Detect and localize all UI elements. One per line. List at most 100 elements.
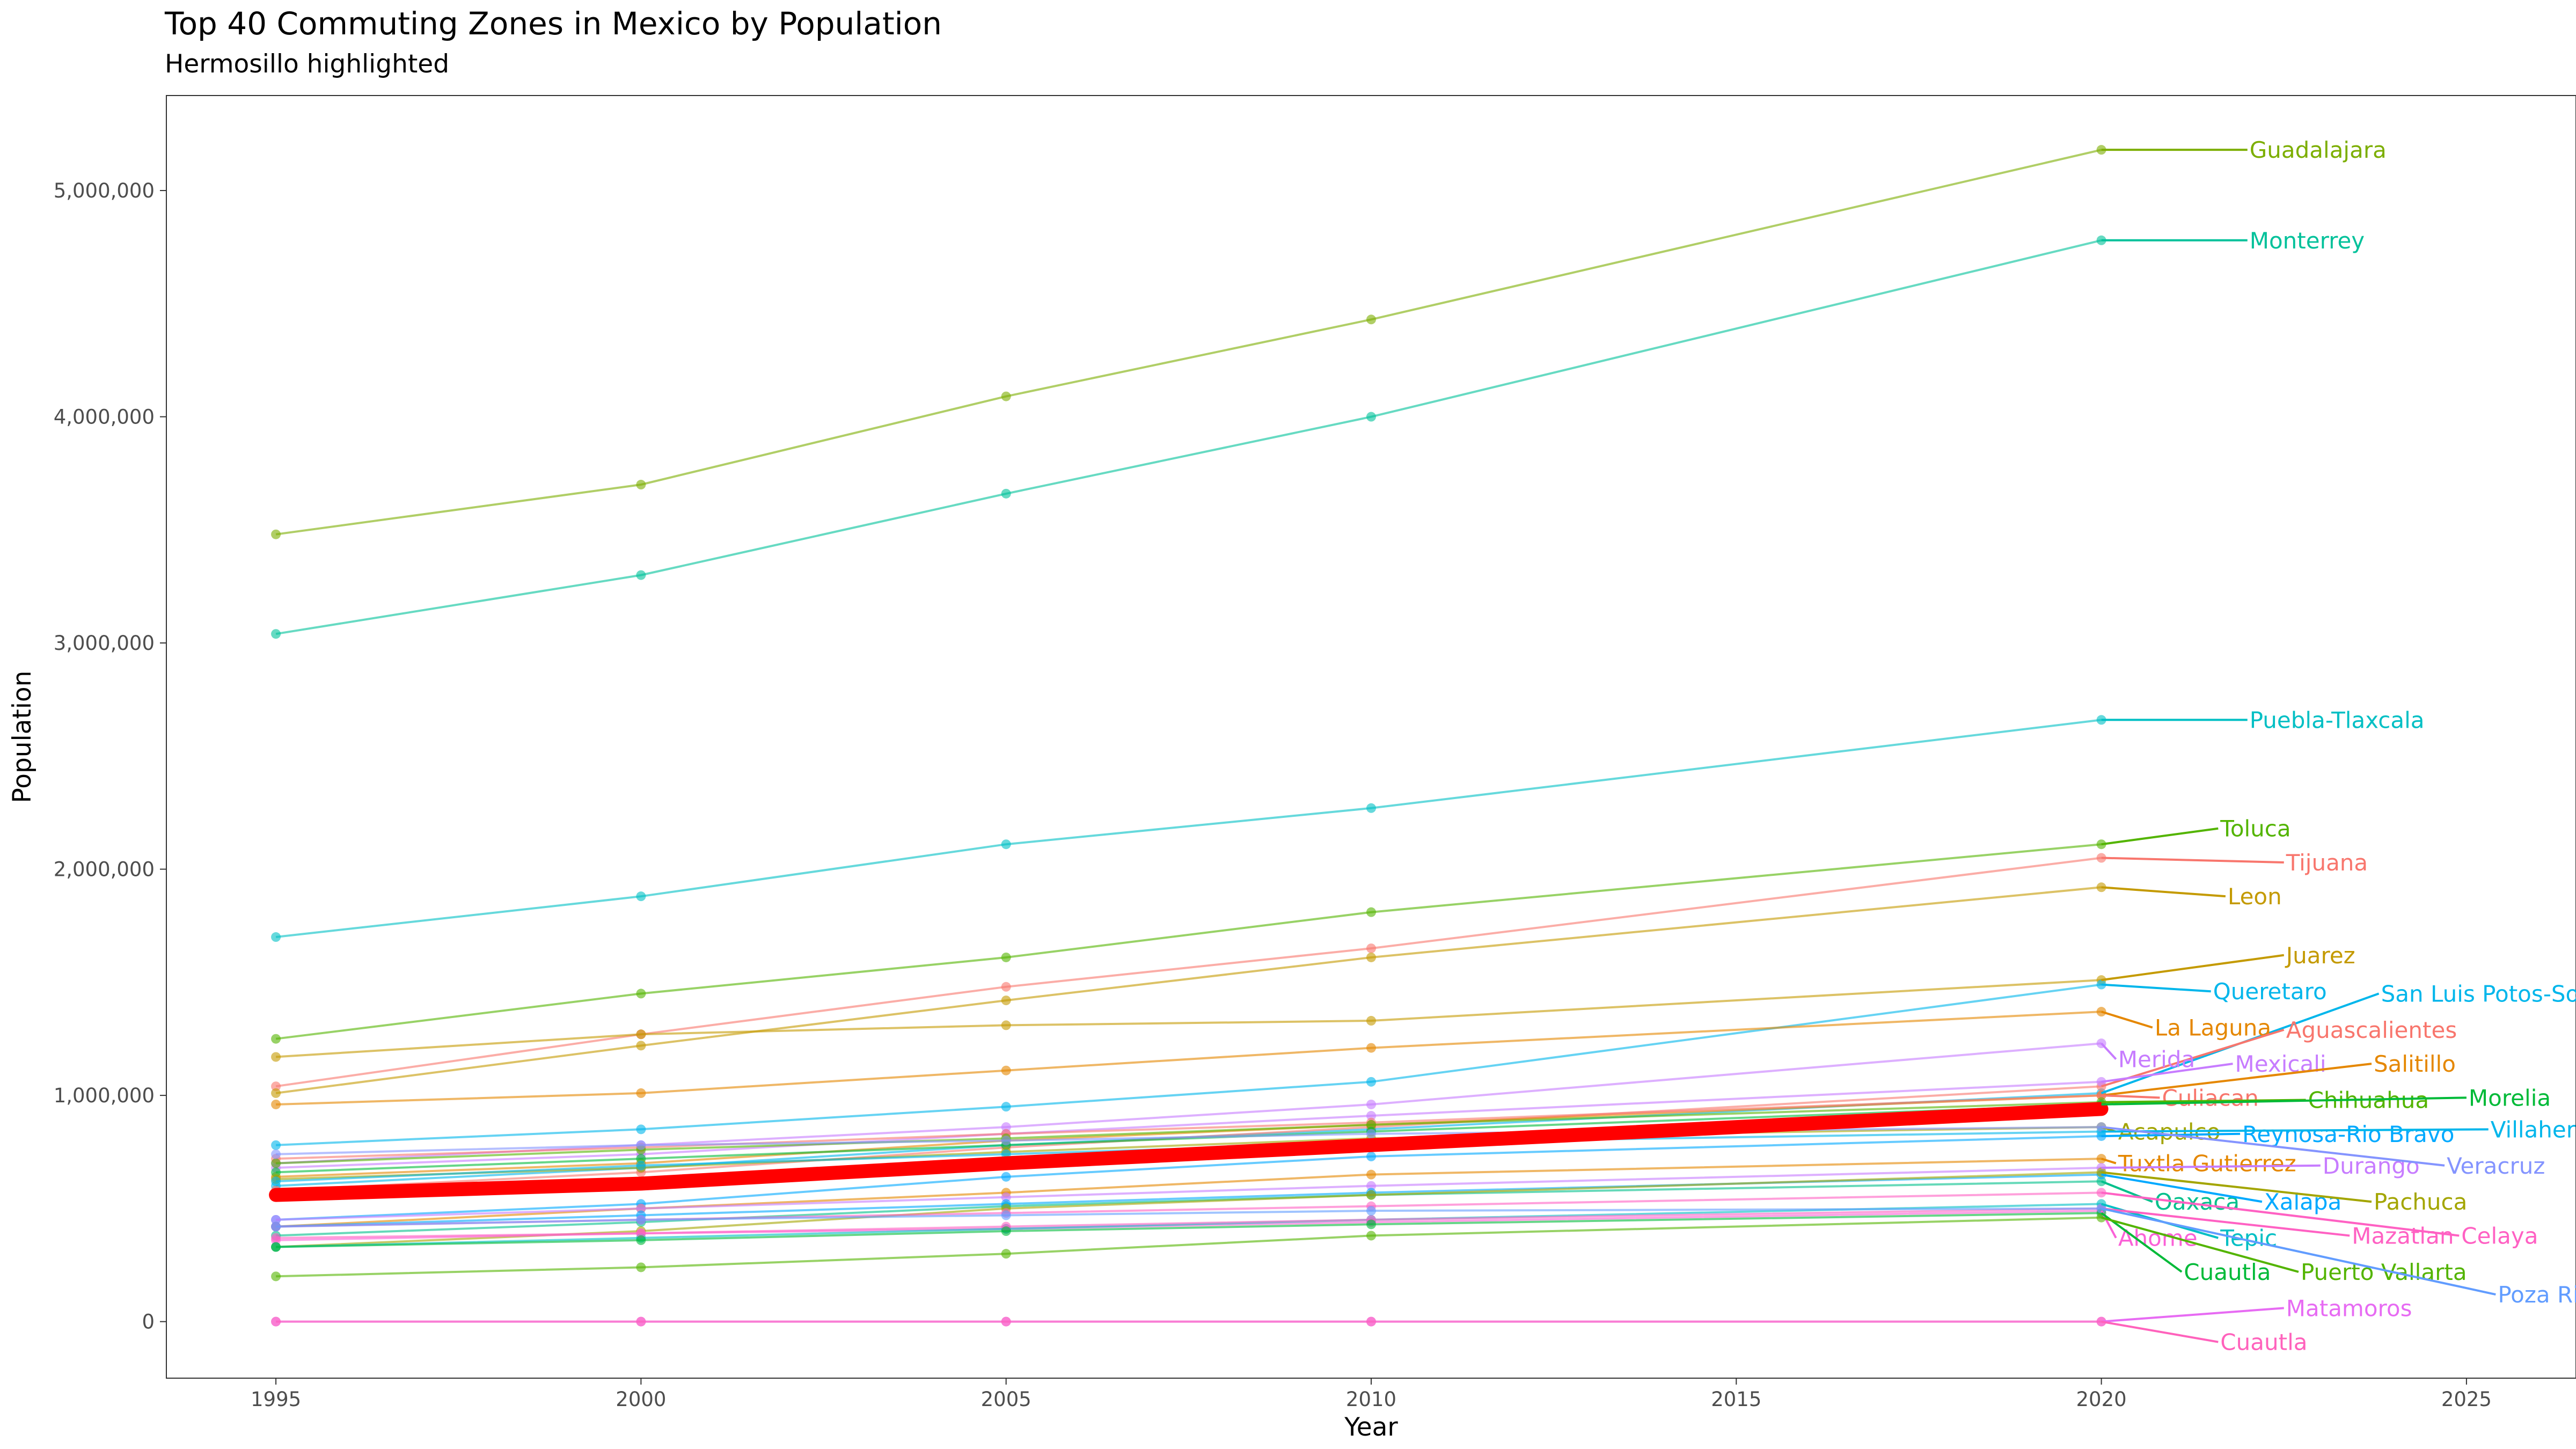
label-leader-line <box>2101 954 2285 982</box>
label-leader-line <box>2101 857 2284 863</box>
data-point <box>271 1052 281 1062</box>
data-point <box>1001 1172 1011 1182</box>
data-point <box>271 1242 281 1252</box>
series-label: Matamoros <box>2286 1295 2412 1321</box>
chart-title: Top 40 Commuting Zones in Mexico by Popu… <box>165 5 942 42</box>
data-point <box>1001 1136 1011 1146</box>
label-leader-line <box>2101 1191 2460 1237</box>
label-leader-line <box>2101 1173 2263 1203</box>
data-point <box>1366 1077 1376 1087</box>
data-point <box>271 1149 281 1159</box>
label-leader-line <box>2101 1207 2496 1296</box>
chart-subtitle: Hermosillo highlighted <box>165 49 450 79</box>
x-tick-label: 2020 <box>2076 1388 2127 1411</box>
series-label: Puebla-Tlaxcala <box>2250 707 2425 733</box>
data-point <box>1366 1119 1376 1130</box>
data-point <box>1366 1099 1376 1109</box>
data-point <box>1366 1016 1376 1026</box>
data-point <box>1001 1226 1011 1236</box>
series-label: Juarez <box>2285 942 2355 969</box>
data-point <box>1366 1206 1376 1216</box>
data-point <box>1001 1249 1011 1259</box>
label-leader-line <box>2101 1164 2321 1169</box>
highlighted-series-line <box>269 1102 2109 1202</box>
data-point <box>271 1214 281 1225</box>
data-point <box>1001 996 1011 1006</box>
data-point <box>1366 803 1376 813</box>
data-point <box>636 1140 646 1150</box>
series-label: Celaya <box>2461 1223 2538 1249</box>
data-point <box>1001 1210 1011 1220</box>
data-point <box>1001 1102 1011 1112</box>
label-leader-line <box>2101 1216 2299 1273</box>
data-point <box>1001 1122 1011 1132</box>
data-point <box>271 1271 281 1282</box>
series-label: Cuautla <box>2184 1259 2271 1285</box>
data-point <box>636 1214 646 1225</box>
series-layer <box>271 145 2106 1327</box>
x-tick-label: 2005 <box>981 1388 1031 1411</box>
label-leader-line <box>2101 1171 2372 1203</box>
data-point <box>1366 907 1376 917</box>
data-point <box>1366 952 1376 962</box>
series-label: Tepic <box>2220 1225 2277 1252</box>
x-tick-label: 2010 <box>1346 1388 1396 1411</box>
data-point <box>636 1316 646 1327</box>
label-leader-line <box>2101 1207 2350 1237</box>
data-point <box>636 1124 646 1135</box>
data-point <box>1001 1192 1011 1202</box>
data-point <box>636 1235 646 1245</box>
series-label: Salitillo <box>2374 1051 2456 1077</box>
label-leader-line <box>2101 1063 2233 1083</box>
data-point <box>636 1029 646 1040</box>
series-label: La Laguna <box>2155 1015 2271 1041</box>
label-leader-line <box>2101 1126 2445 1167</box>
data-point <box>636 1160 646 1170</box>
data-point <box>1366 1231 1376 1241</box>
label-leader-line <box>2101 1158 2117 1165</box>
x-tick-label: 2025 <box>2441 1388 2492 1411</box>
data-point <box>636 1203 646 1213</box>
y-tick-label: 1,000,000 <box>54 1084 155 1107</box>
data-point <box>636 891 646 902</box>
data-point <box>271 1034 281 1044</box>
highlight-layer <box>269 1102 2109 1202</box>
series-label: Guadalajara <box>2250 137 2387 163</box>
data-point <box>1366 1190 1376 1200</box>
data-point <box>1366 1219 1376 1230</box>
label-leader-line <box>2101 1011 2153 1029</box>
series-label: Leon <box>2228 883 2282 910</box>
data-point <box>636 1228 646 1239</box>
data-point <box>1001 982 1011 992</box>
x-axis: 1995 2000 2005 2010 2015 2020 2025 <box>251 1378 2492 1411</box>
x-tick-label: 1995 <box>251 1388 301 1411</box>
data-point <box>271 1081 281 1092</box>
data-point <box>1001 952 1011 962</box>
data-point <box>271 1316 281 1327</box>
y-tick-label: 5,000,000 <box>54 179 155 202</box>
label-leader-line <box>2101 983 2211 993</box>
data-point <box>1366 1181 1376 1191</box>
label-leader-line <box>2101 1212 2183 1273</box>
label-leader-line <box>2101 886 2226 898</box>
data-point <box>636 989 646 999</box>
series-label: Puerto Vallarta <box>2301 1259 2467 1285</box>
x-tick-label: 2000 <box>616 1388 666 1411</box>
series-label: Xalapa <box>2264 1189 2341 1215</box>
data-point <box>271 1140 281 1150</box>
data-point <box>1366 1169 1376 1180</box>
y-axis: 0 1,000,000 2,000,000 3,000,000 4,000,000 5,0… <box>54 179 166 1334</box>
series-label: Monterrey <box>2250 228 2365 254</box>
label-leader-line <box>2101 1320 2219 1343</box>
series-label: Oaxaca <box>2155 1189 2240 1215</box>
data-point <box>1366 943 1376 954</box>
series-label: Culiacan <box>2162 1085 2258 1111</box>
label-leader-line <box>2101 1094 2160 1099</box>
label-leader-line <box>2101 827 2219 846</box>
data-point <box>1366 314 1376 325</box>
y-tick-label: 2,000,000 <box>54 858 155 881</box>
label-leader-line <box>2101 1042 2117 1060</box>
data-point <box>271 1099 281 1109</box>
data-point <box>271 932 281 942</box>
